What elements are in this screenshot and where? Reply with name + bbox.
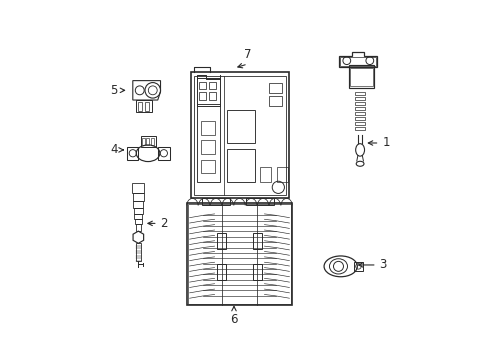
Bar <box>135 219 142 224</box>
Bar <box>253 264 261 279</box>
Bar <box>268 84 282 93</box>
Bar <box>208 92 216 100</box>
Bar <box>188 204 290 304</box>
Bar <box>133 193 143 201</box>
Bar <box>348 66 373 87</box>
Bar <box>200 121 214 135</box>
Bar <box>208 82 216 90</box>
Bar <box>150 138 153 145</box>
Bar <box>354 127 365 130</box>
Bar <box>132 183 144 193</box>
Bar <box>135 100 152 112</box>
Bar <box>354 117 365 120</box>
Bar <box>140 136 155 147</box>
Bar <box>202 198 229 204</box>
Bar <box>133 201 143 208</box>
Bar <box>196 78 220 105</box>
Bar <box>354 92 365 95</box>
Bar <box>226 149 254 182</box>
Text: 1: 1 <box>382 136 389 149</box>
Text: 7: 7 <box>244 48 251 61</box>
Bar <box>350 68 372 86</box>
Bar <box>146 138 149 145</box>
Bar <box>200 140 214 154</box>
Bar <box>134 208 142 214</box>
Bar <box>144 102 148 111</box>
Bar <box>354 97 365 100</box>
Bar <box>200 159 214 174</box>
Bar <box>340 57 375 66</box>
Bar <box>199 82 206 90</box>
Bar <box>199 92 206 100</box>
Bar <box>354 112 365 115</box>
Text: 5: 5 <box>110 84 117 97</box>
Bar <box>353 262 362 271</box>
Bar <box>138 102 142 111</box>
Bar <box>217 264 225 279</box>
Bar <box>217 234 225 249</box>
Bar <box>142 138 144 145</box>
Bar <box>226 110 254 143</box>
Bar <box>268 96 282 105</box>
Bar <box>134 214 142 219</box>
Bar <box>276 167 287 182</box>
Bar <box>260 167 271 182</box>
Bar <box>135 243 141 261</box>
Bar <box>253 234 261 249</box>
Text: 2: 2 <box>160 217 168 230</box>
Bar <box>136 224 140 231</box>
Bar <box>194 76 285 195</box>
Bar <box>354 122 365 125</box>
Bar <box>191 72 289 198</box>
Bar <box>186 203 292 305</box>
Bar <box>196 104 220 182</box>
Bar <box>246 198 274 204</box>
Text: 6: 6 <box>230 314 237 327</box>
Text: 3: 3 <box>379 258 386 271</box>
Bar <box>354 107 365 110</box>
Text: 4: 4 <box>110 143 117 157</box>
Bar <box>354 102 365 105</box>
